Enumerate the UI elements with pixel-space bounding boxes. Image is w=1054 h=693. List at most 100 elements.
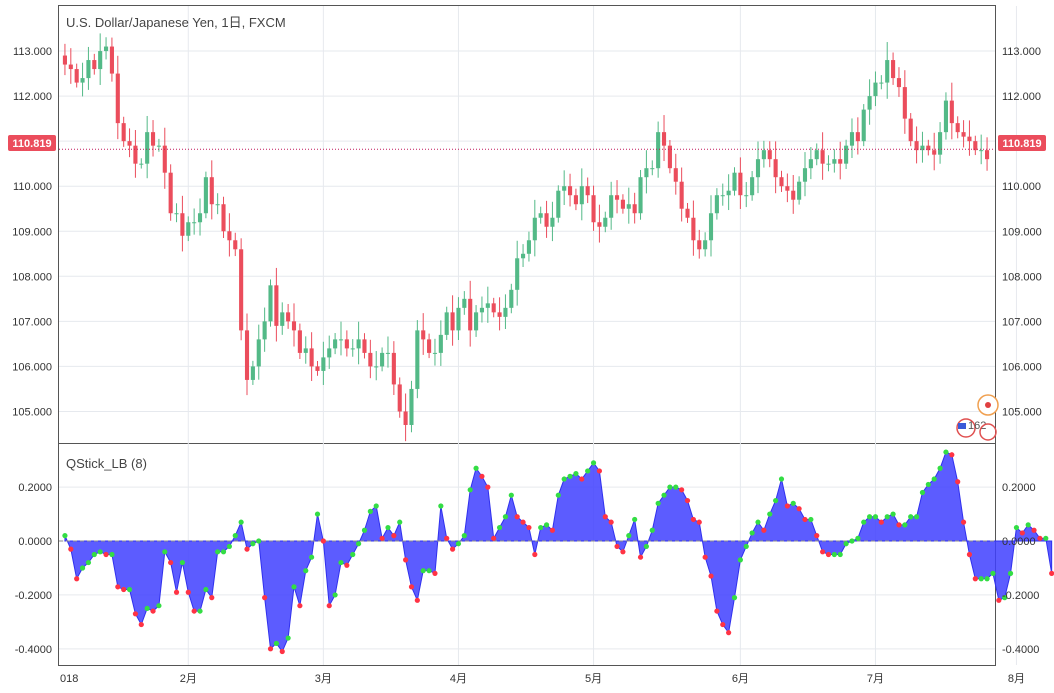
candle[interactable]	[239, 238, 244, 341]
qstick-point[interactable]	[972, 576, 978, 582]
candle[interactable]	[444, 306, 449, 340]
candle-body[interactable]	[985, 150, 990, 160]
qstick-point[interactable]	[356, 541, 362, 547]
candle-body[interactable]	[479, 307, 485, 313]
candle[interactable]	[438, 320, 443, 366]
qstick-point[interactable]	[573, 471, 579, 477]
candle-body[interactable]	[544, 213, 549, 227]
qstick-point[interactable]	[479, 473, 485, 479]
candle[interactable]	[808, 147, 813, 180]
candle[interactable]	[873, 71, 878, 107]
candle[interactable]	[62, 43, 67, 76]
qstick-point[interactable]	[279, 648, 285, 655]
candle[interactable]	[785, 173, 790, 203]
candle-body[interactable]	[68, 64, 73, 70]
candle[interactable]	[86, 46, 91, 90]
candle-body[interactable]	[80, 78, 85, 83]
candle-body[interactable]	[391, 352, 396, 385]
qstick-point[interactable]	[491, 535, 497, 541]
candle[interactable]	[603, 211, 608, 233]
candle-body[interactable]	[573, 195, 578, 205]
qstick-point[interactable]	[326, 603, 332, 609]
qstick-point[interactable]	[1043, 535, 1049, 541]
candle-body[interactable]	[597, 222, 602, 227]
candle[interactable]	[92, 53, 97, 75]
candle[interactable]	[462, 291, 467, 315]
candle[interactable]	[133, 130, 138, 178]
candle[interactable]	[620, 194, 625, 214]
candle-body[interactable]	[350, 348, 355, 350]
candle[interactable]	[215, 193, 220, 215]
qstick-point[interactable]	[391, 533, 397, 539]
qstick-point[interactable]	[438, 503, 444, 509]
candle[interactable]	[773, 141, 778, 194]
candle-body[interactable]	[814, 150, 819, 160]
candle[interactable]	[791, 175, 796, 214]
qstick-point[interactable]	[179, 559, 186, 566]
qstick-point[interactable]	[1049, 570, 1054, 576]
candle-body[interactable]	[409, 388, 414, 425]
candle-body[interactable]	[309, 348, 314, 367]
candle[interactable]	[192, 208, 197, 235]
qstick-point[interactable]	[919, 489, 926, 496]
qstick-point[interactable]	[344, 562, 350, 568]
candle[interactable]	[938, 122, 943, 164]
candle-body[interactable]	[526, 240, 531, 254]
candle[interactable]	[338, 321, 344, 356]
qstick-point[interactable]	[996, 597, 1002, 603]
candle-body[interactable]	[485, 303, 490, 308]
qstick-point[interactable]	[949, 452, 955, 458]
qstick-point[interactable]	[843, 541, 849, 547]
qstick-point[interactable]	[596, 468, 603, 474]
candle[interactable]	[567, 173, 573, 207]
candle-body[interactable]	[761, 150, 766, 160]
qstick-point[interactable]	[649, 527, 655, 533]
candle-body[interactable]	[626, 204, 631, 209]
candle[interactable]	[826, 155, 831, 172]
candle-body[interactable]	[186, 222, 191, 236]
candle[interactable]	[591, 185, 596, 231]
qstick-point[interactable]	[984, 576, 990, 582]
qstick-point[interactable]	[185, 589, 191, 595]
qstick-point[interactable]	[444, 535, 450, 541]
candle-body[interactable]	[885, 60, 890, 83]
qstick-point[interactable]	[837, 551, 843, 558]
candle-body[interactable]	[579, 186, 584, 205]
qstick-point[interactable]	[655, 500, 661, 506]
candle[interactable]	[761, 140, 766, 168]
candle[interactable]	[908, 113, 913, 147]
qstick-point[interactable]	[814, 533, 820, 539]
candle[interactable]	[197, 198, 203, 236]
price-candles[interactable]	[62, 33, 990, 442]
candle[interactable]	[139, 158, 144, 169]
candle-body[interactable]	[967, 136, 972, 142]
candle[interactable]	[838, 141, 843, 180]
candle[interactable]	[614, 180, 620, 214]
candle[interactable]	[456, 297, 461, 340]
candle-body[interactable]	[679, 181, 684, 209]
candle-body[interactable]	[462, 298, 467, 308]
candle-body[interactable]	[503, 307, 508, 317]
qstick-point[interactable]	[978, 576, 984, 582]
candle-body[interactable]	[239, 249, 244, 331]
candle-body[interactable]	[949, 100, 954, 124]
candle[interactable]	[74, 63, 79, 88]
qstick-point[interactable]	[866, 514, 873, 520]
candle-body[interactable]	[609, 195, 614, 218]
qstick-point[interactable]	[502, 514, 509, 520]
qstick-point[interactable]	[467, 487, 473, 493]
candle[interactable]	[321, 341, 326, 385]
candle-body[interactable]	[86, 60, 91, 79]
candle-body[interactable]	[133, 145, 138, 164]
candle-body[interactable]	[174, 213, 179, 215]
qstick-point[interactable]	[855, 535, 861, 541]
candle-body[interactable]	[286, 312, 291, 322]
candle[interactable]	[556, 185, 561, 223]
candle[interactable]	[521, 244, 526, 267]
qstick-point[interactable]	[784, 503, 790, 509]
qstick-point[interactable]	[1019, 530, 1025, 536]
candle-body[interactable]	[356, 339, 361, 349]
candle-body[interactable]	[632, 204, 637, 214]
candle-body[interactable]	[879, 82, 884, 84]
qstick-point[interactable]	[708, 573, 714, 579]
